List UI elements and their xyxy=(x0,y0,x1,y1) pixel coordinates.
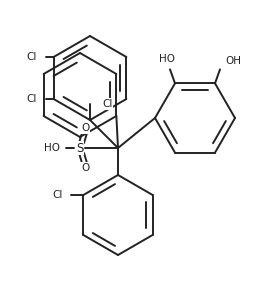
Text: Cl: Cl xyxy=(26,52,37,62)
Text: HO: HO xyxy=(44,143,60,153)
Text: HO: HO xyxy=(159,54,175,64)
Text: O: O xyxy=(81,123,89,133)
Text: Cl: Cl xyxy=(26,94,37,104)
Text: O: O xyxy=(81,163,89,173)
Text: OH: OH xyxy=(225,56,241,66)
Text: Cl: Cl xyxy=(52,190,62,200)
Text: S: S xyxy=(76,141,84,154)
Text: Cl: Cl xyxy=(102,99,112,109)
